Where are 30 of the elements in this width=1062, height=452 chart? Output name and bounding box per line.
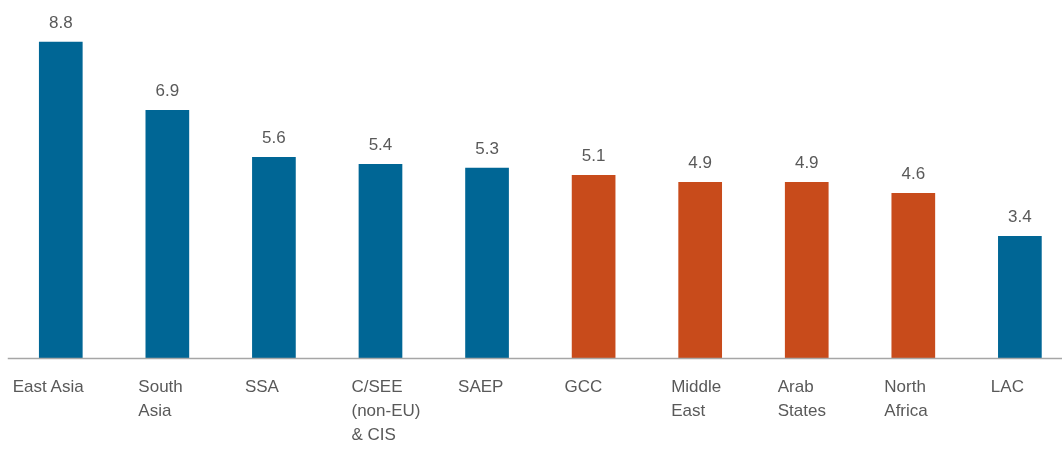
data-label: 8.8 xyxy=(48,12,73,32)
data-label: 5.1 xyxy=(581,145,606,165)
data-label: 5.4 xyxy=(368,135,393,155)
bar xyxy=(891,192,936,359)
x-tick-label: SAEP xyxy=(458,377,504,396)
x-tick-label: North Africa xyxy=(884,377,929,420)
x-tick-label: Middle East xyxy=(671,377,722,420)
x-tick-label: LAC xyxy=(990,377,1024,396)
x-tick-label: Arab States xyxy=(777,377,826,420)
bar xyxy=(358,164,403,359)
data-label: 4.6 xyxy=(901,163,926,183)
x-tick-label: East Asia xyxy=(12,377,85,396)
bar xyxy=(678,182,723,359)
bar xyxy=(784,182,829,359)
x-tick-label: South Asia xyxy=(138,377,183,420)
bar xyxy=(145,110,190,359)
bar xyxy=(465,167,509,359)
data-label: 5.6 xyxy=(262,127,286,147)
data-label: 6.9 xyxy=(155,81,180,101)
bar xyxy=(998,236,1042,359)
x-tick-label: SSA xyxy=(244,377,280,396)
bar xyxy=(571,174,616,359)
data-label: 5.3 xyxy=(475,138,499,158)
data-label: 4.9 xyxy=(688,153,712,173)
x-tick-label: C/SEE (non-EU) & CIS xyxy=(351,377,421,444)
bar xyxy=(38,41,83,359)
data-label: 4.9 xyxy=(794,153,819,173)
x-tick-label: GCC xyxy=(564,377,603,396)
data-label: 3.4 xyxy=(1008,207,1032,227)
bar xyxy=(252,156,296,359)
